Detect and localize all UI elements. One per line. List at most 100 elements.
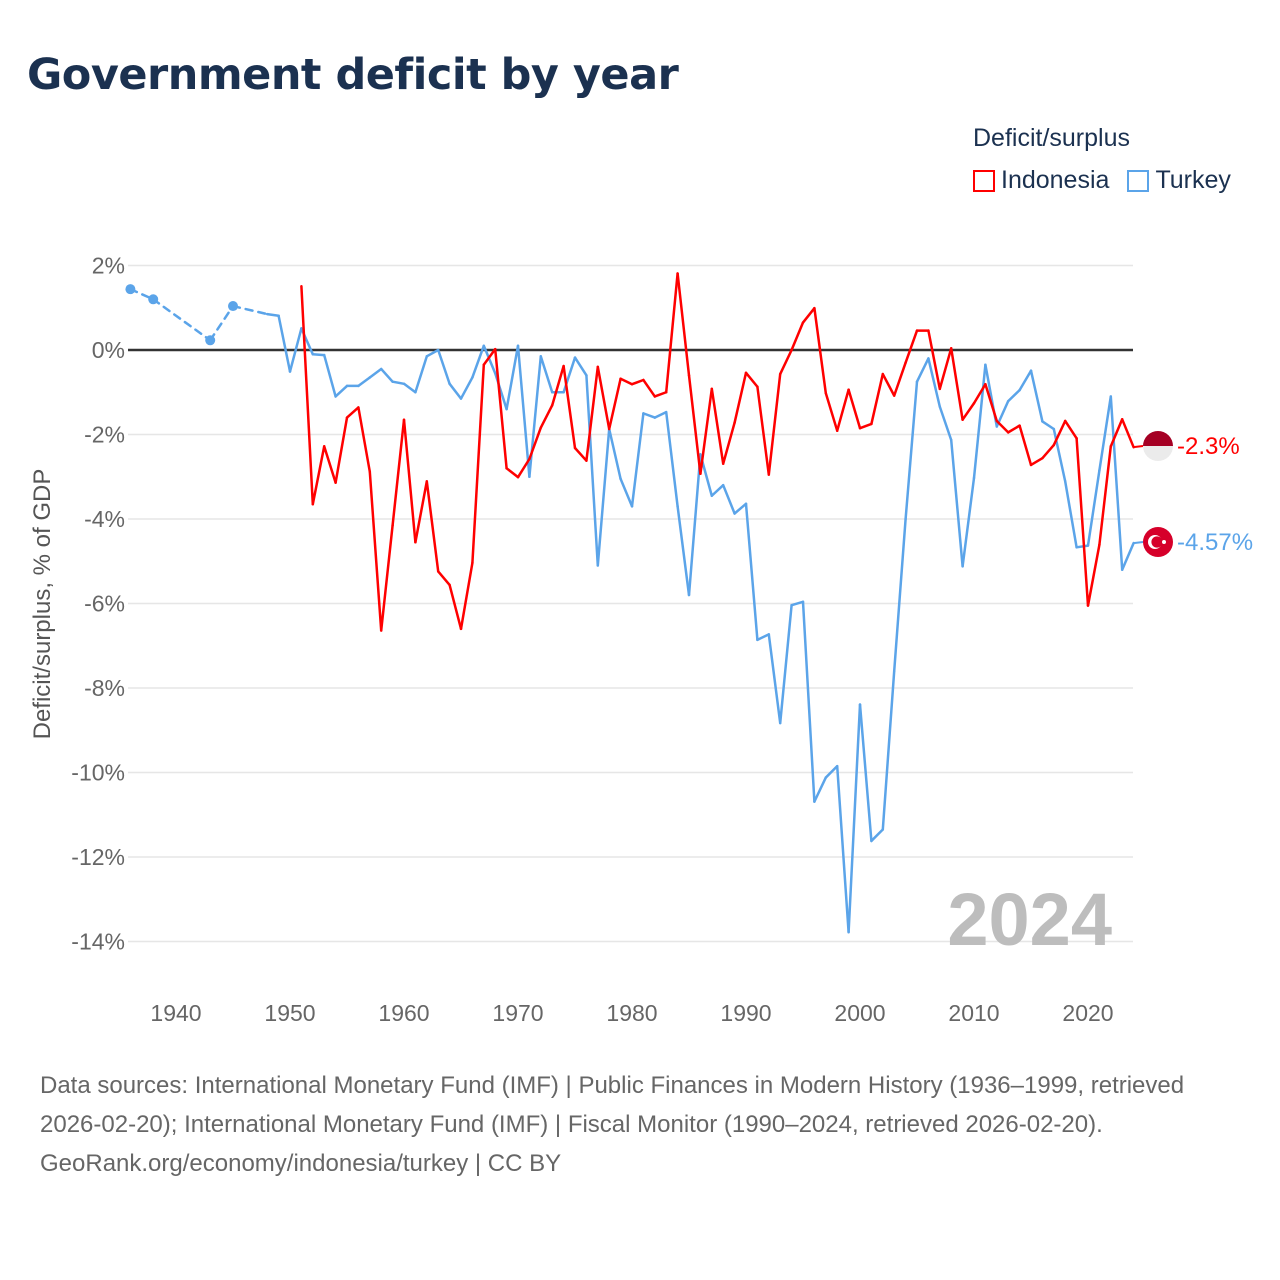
year-watermark: 2024 [947,878,1112,961]
legend-item-indonesia[interactable]: Indonesia [973,166,1109,195]
x-tick-label: 2000 [834,1000,885,1026]
line-segment [414,355,429,394]
line-segment-gap [231,304,269,316]
line-segment [699,387,714,476]
line-segment [801,306,816,324]
line-segment [835,764,850,934]
line-segment [277,314,292,373]
line-segment [516,457,531,479]
end-value-label-indonesia: -2.3% [1177,433,1240,460]
line-segment [379,524,394,632]
x-tick-label: 2010 [948,1000,999,1026]
y-tick-label: 2% [92,253,125,279]
line-segment-gap [208,304,235,342]
line-segment [482,344,497,375]
line-segment [858,422,873,430]
flag-white-half [1143,446,1173,461]
line-segment [379,367,394,383]
line-segment [835,388,850,432]
indonesia-flag-icon [1143,431,1173,461]
crescent-inner [1151,536,1163,548]
line-segment [938,405,953,442]
line-segment-gap [151,298,212,342]
line-segment [949,438,964,568]
line-segment [744,371,759,389]
line-segment [630,412,645,508]
line-segment [539,404,554,429]
line-segment [1098,395,1113,472]
source-link[interactable]: GeoRank.org/economy/indonesia/turkey | C… [40,1150,562,1177]
line-segment [391,380,406,386]
line-segment [1052,427,1067,483]
legend-label: Turkey [1155,166,1231,194]
line-segment [733,371,748,424]
line-segment [984,382,999,423]
data-point [125,284,136,295]
line-segment [927,329,942,391]
line-segment [300,284,315,506]
legend-swatch-turkey [1127,169,1150,192]
footer: Data sources: International Monetary Fun… [40,1066,1240,1183]
line-segment [847,703,862,934]
line-segment [927,357,942,408]
line-segment [870,828,885,843]
line-segment [414,480,429,544]
legend-item-turkey[interactable]: Turkey [1127,166,1231,195]
line-segment [1109,418,1124,448]
line-segment [436,348,451,386]
x-tick-label: 1970 [492,1000,543,1026]
line-segment [1029,456,1044,467]
line-segment [1086,469,1101,547]
line-segment [904,329,919,364]
page-title: Government deficit by year [27,50,679,100]
y-tick-label: -8% [84,675,125,701]
line-segment [311,352,326,357]
line-segment [710,483,725,498]
line-segment [368,367,383,379]
line-segment [436,570,451,587]
line-segment [961,476,976,568]
line-segment [790,321,805,352]
line-segment [972,363,987,480]
line-segment [402,418,417,544]
line-segment [630,378,645,386]
line-segment [402,382,417,394]
line-segment [471,363,486,565]
line-segment [1041,443,1056,460]
line-segment [676,272,691,377]
line-segment [1018,369,1033,392]
x-tick-label: 1980 [606,1000,657,1026]
line-segment [949,347,964,421]
line-segment [778,348,793,376]
line-segment [687,453,702,597]
end-value-label-turkey: -4.57% [1177,529,1253,556]
line-segment [870,372,885,426]
line-segment [642,378,657,398]
line-segment [345,406,360,419]
y-tick-label: -14% [71,929,125,955]
data-point [148,294,159,305]
line-segment [1063,480,1078,549]
line-segment [357,406,372,473]
line-segment [892,361,907,397]
data-point [228,301,238,312]
line-segment [1109,395,1124,571]
line-segment [448,583,463,631]
line-segment [459,561,474,631]
line-segment [607,377,622,431]
y-tick-label: -6% [84,591,125,617]
line-segment [322,353,337,398]
line-segment [858,703,873,843]
line-segment [265,312,280,318]
legend: Indonesia Turkey [973,166,1231,195]
line-segment [756,385,771,476]
data-point [205,335,216,346]
line-segment [881,669,896,831]
line-segment [550,364,565,407]
line-segment [528,355,543,478]
line-segment [585,365,600,462]
y-tick-label: -12% [71,844,125,870]
line-segment [1041,420,1056,431]
line-segment [664,410,679,508]
